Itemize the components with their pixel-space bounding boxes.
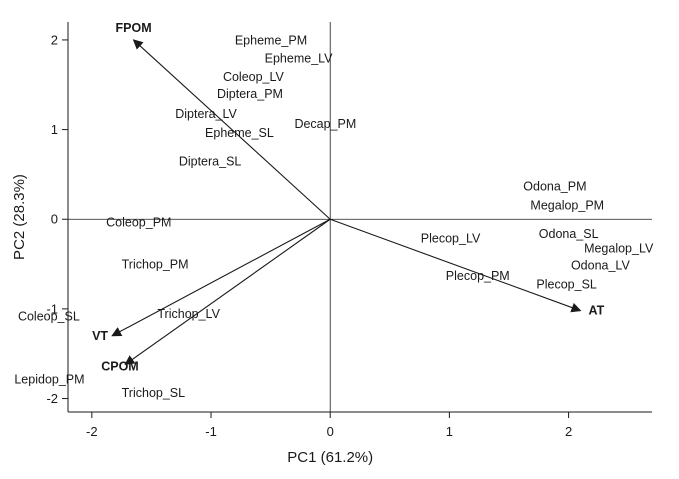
axes-group: -2 -1 0 1 2 -2 -1 0 1 2: [46, 22, 652, 439]
point-label: Plecop_PM: [446, 269, 510, 283]
point-label: Odona_PM: [523, 180, 586, 194]
point-label: Megalop_PM: [530, 198, 604, 212]
y-tick-label: 2: [51, 32, 58, 47]
vector-fpom-label: FPOM: [116, 21, 152, 35]
point-label: Trichop_LV: [157, 307, 220, 321]
y-tick-label: -2: [46, 391, 58, 406]
point-label: Odona_LV: [571, 258, 631, 272]
point-label: Plecop_LV: [421, 232, 481, 246]
point-label: Decap_PM: [294, 117, 356, 131]
point-label: Diptera_SL: [179, 154, 242, 168]
vector-at-label: AT: [588, 304, 604, 318]
x-tick-label: -1: [205, 424, 217, 439]
point-label: Coleop_LV: [223, 70, 285, 84]
x-tick-label: -2: [86, 424, 98, 439]
x-tick-label: 1: [446, 424, 453, 439]
x-tick-label: 0: [327, 424, 334, 439]
reference-lines: [68, 22, 652, 412]
point-label: Megalop_LV: [584, 241, 654, 255]
point-label: Coleop_PM: [106, 215, 171, 229]
y-tick-label: 1: [51, 122, 58, 137]
vector-cpom-arrow: [124, 218, 331, 366]
point-label: Epheme_LV: [265, 51, 334, 65]
vector-cpom-label: CPOM: [101, 359, 139, 373]
x-axis-title: PC1 (61.2%): [287, 449, 373, 466]
point-label: Odona_SL: [539, 227, 599, 241]
point-label: Trichop_PM: [122, 258, 189, 272]
x-tick-label: 2: [565, 424, 572, 439]
point-label: Coleop_SL: [18, 310, 80, 324]
vector-vt-label: VT: [92, 329, 108, 343]
site-labels: Epheme_PM Epheme_LV Coleop_LV Diptera_PM Dip…: [14, 33, 654, 399]
point-label: Diptera_LV: [175, 107, 237, 121]
y-tick-label: -1: [46, 301, 58, 316]
y-axis-title: PC2 (28.3%): [11, 174, 28, 260]
point-label: Epheme_SL: [205, 126, 274, 140]
vector-at-arrow: [330, 218, 582, 313]
point-label: Diptera_PM: [217, 87, 283, 101]
point-label: Plecop_SL: [536, 277, 597, 291]
point-label: Epheme_PM: [235, 33, 307, 47]
vector-fpom-arrow: [132, 39, 331, 220]
loading-vectors: FPOM AT VT CPOM: [92, 21, 604, 374]
vector-vt-arrow: [111, 218, 331, 337]
y-tick-label: 0: [51, 212, 58, 227]
point-label: Trichop_SL: [122, 386, 186, 400]
point-label: Lepidop_PM: [14, 372, 84, 386]
